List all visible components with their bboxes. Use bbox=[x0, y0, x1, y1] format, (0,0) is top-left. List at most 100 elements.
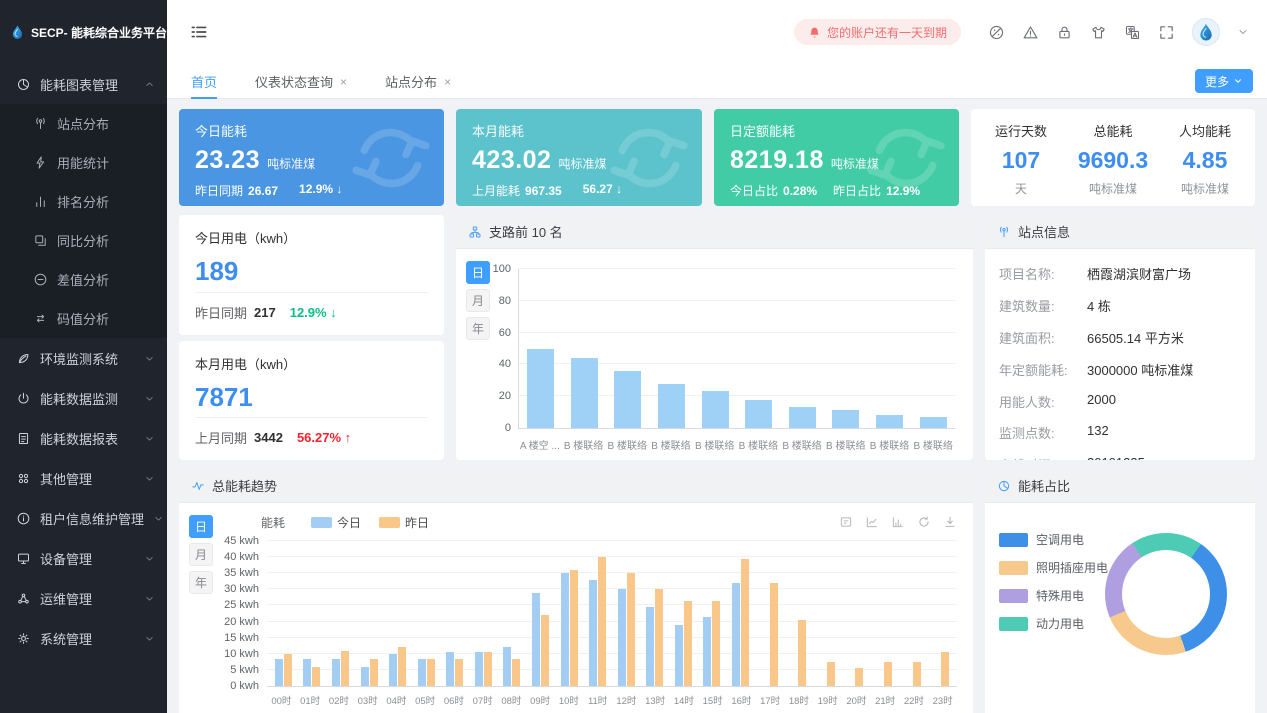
bar bbox=[703, 616, 712, 686]
bar-group bbox=[726, 541, 755, 686]
bar bbox=[732, 582, 741, 686]
usage-card: 本月用电（kwh） 7871 上月同期 3442 56.27% ↑ bbox=[179, 340, 444, 460]
y-axis-tick: 0 bbox=[504, 422, 511, 434]
collapse-sidebar-icon[interactable] bbox=[189, 22, 209, 42]
sidebar-subitem[interactable]: 用能统计 bbox=[0, 143, 167, 182]
y-axis-tick: 20 bbox=[498, 390, 511, 403]
bar bbox=[674, 624, 683, 686]
sidebar-item[interactable]: 能耗数据报表 bbox=[0, 418, 167, 458]
stat-cards-row: 今日能耗 23.23 吨标准煤 昨日同期 26.67 12.9% ↓ 本月能耗 423.02 吨… bbox=[179, 109, 1255, 206]
energy-share-panel: 能耗占比 空调用电 照明插座用电 特殊用电 动力用电 bbox=[985, 469, 1255, 713]
x-axis-label: 17时 bbox=[760, 696, 781, 707]
info-circle-icon bbox=[17, 512, 30, 524]
sidebar-item[interactable]: 租户信息维护管理 bbox=[0, 498, 167, 538]
sidebar-subitem[interactable]: 排名分析 bbox=[0, 182, 167, 221]
legend-item[interactable]: 今日 bbox=[311, 514, 361, 531]
site-info-row: 建筑面积: 66505.14 平方米 bbox=[985, 322, 1255, 354]
sidebar-item[interactable]: 运维管理 bbox=[0, 578, 167, 618]
site-info-row: 监测点数: 132 bbox=[985, 417, 1255, 449]
sidebar-item[interactable]: 系统管理 bbox=[0, 618, 167, 658]
bar-group bbox=[526, 541, 555, 686]
palette-icon[interactable] bbox=[988, 24, 1005, 41]
bar bbox=[331, 658, 340, 686]
bar bbox=[527, 348, 555, 428]
account-expiry-alert[interactable]: 您的账户还有一天到期 bbox=[793, 19, 961, 45]
fullscreen-icon[interactable] bbox=[1158, 24, 1175, 41]
bar bbox=[369, 658, 378, 686]
bar-slot bbox=[519, 269, 563, 428]
lock-icon[interactable] bbox=[1056, 24, 1073, 41]
chevron-down-icon bbox=[146, 436, 153, 440]
y-axis-tick: 35 kwh bbox=[224, 567, 259, 580]
more-button[interactable]: 更多 bbox=[1194, 69, 1253, 93]
stat-card-unit: 吨标准煤 bbox=[267, 157, 316, 171]
sidebar-item-label: 同比分析 bbox=[57, 234, 110, 249]
trend-toggle-年[interactable]: 年 bbox=[189, 571, 213, 594]
download-icon[interactable] bbox=[943, 515, 957, 529]
chevron-up-icon bbox=[146, 82, 153, 86]
sidebar-item[interactable]: 环境监测系统 bbox=[0, 338, 167, 378]
trend-plot: 0 kwh 5 kwh 10 kwh 15 kwh 20 kwh 25 kwh 30 kwh… bbox=[224, 535, 957, 692]
x-axis-label: 15时 bbox=[702, 696, 723, 707]
sidebar-item[interactable]: 能耗数据监测 bbox=[0, 378, 167, 418]
legend-item[interactable]: 照明插座用电 bbox=[999, 559, 1108, 576]
bar bbox=[912, 661, 921, 686]
sidebar-item[interactable]: 设备管理 bbox=[0, 538, 167, 578]
sidebar-subitem[interactable]: 码值分析 bbox=[0, 299, 167, 338]
chevron-down-icon[interactable] bbox=[1237, 26, 1249, 38]
sidebar-subitem[interactable]: 差值分析 bbox=[0, 260, 167, 299]
legend-item[interactable]: 空调用电 bbox=[999, 531, 1108, 548]
bar-chart-icon[interactable] bbox=[891, 515, 905, 529]
bar bbox=[560, 573, 569, 686]
tab[interactable]: 首页 bbox=[191, 64, 218, 99]
sidebar-subitem[interactable]: 站点分布 bbox=[0, 104, 167, 143]
user-avatar[interactable] bbox=[1192, 18, 1220, 46]
y-axis-tick: 30 kwh bbox=[224, 583, 259, 596]
summary-unit: 吨标准煤 bbox=[1180, 182, 1229, 196]
branch-toggle-日[interactable]: 日 bbox=[466, 261, 490, 284]
trend-toggle-月[interactable]: 月 bbox=[189, 543, 213, 566]
refresh-icon[interactable] bbox=[917, 515, 931, 529]
line-chart-icon[interactable] bbox=[865, 515, 879, 529]
x-axis-label: 10时 bbox=[558, 696, 579, 707]
top-header: 您的账户还有一天到期 bbox=[167, 0, 1267, 64]
bar-slot bbox=[824, 269, 868, 428]
y-axis-tick: 20 kwh bbox=[224, 615, 259, 628]
tab[interactable]: 站点分布 × bbox=[385, 64, 451, 99]
stat-card-footer-item: 56.27 ↓ bbox=[582, 182, 623, 196]
bar bbox=[483, 652, 492, 686]
bar-slot bbox=[737, 269, 781, 428]
stat-card-value-row: 8219.18 吨标准煤 bbox=[730, 146, 943, 175]
branch-toggle-年[interactable]: 年 bbox=[466, 317, 490, 340]
topbar-actions: 您的账户还有一天到期 bbox=[793, 18, 1249, 46]
legend-item[interactable]: 动力用电 bbox=[999, 615, 1108, 632]
sidebar-item-label: 运维管理 bbox=[40, 591, 93, 607]
bar bbox=[769, 582, 778, 686]
warning-triangle-icon[interactable] bbox=[1022, 24, 1039, 41]
y-axis-tick: 40 bbox=[498, 358, 511, 371]
antenna-icon bbox=[1000, 226, 1008, 237]
tab[interactable]: 仪表状态查询 × bbox=[255, 64, 347, 99]
tshirt-icon[interactable] bbox=[1090, 24, 1107, 41]
bar bbox=[826, 661, 835, 686]
sidebar-item[interactable]: 能耗图表管理 bbox=[0, 64, 167, 104]
usage-compare-label: 昨日同期 bbox=[195, 305, 248, 321]
legend-item[interactable]: 特殊用电 bbox=[999, 587, 1108, 604]
legend-swatch bbox=[311, 516, 333, 528]
trend-toggle-日[interactable]: 日 bbox=[189, 515, 213, 538]
x-axis-label: 05时 bbox=[415, 696, 436, 707]
tab-close-icon[interactable]: × bbox=[444, 74, 452, 89]
minus-circle-icon bbox=[34, 273, 47, 286]
tab-close-icon[interactable]: × bbox=[340, 74, 348, 89]
translate-icon[interactable] bbox=[1124, 24, 1141, 41]
sidebar-item[interactable]: 其他管理 bbox=[0, 458, 167, 498]
site-info-label: 项目名称: bbox=[999, 267, 1055, 283]
branch-toggle-月[interactable]: 月 bbox=[466, 289, 490, 312]
data-view-icon[interactable] bbox=[839, 515, 853, 529]
legend-swatch bbox=[999, 616, 1028, 631]
bar bbox=[598, 557, 607, 686]
site-info-row: 建筑数量: 4 栋 bbox=[985, 290, 1255, 322]
trend-panel-title: 总能耗趋势 bbox=[212, 479, 278, 494]
legend-item[interactable]: 昨日 bbox=[379, 514, 429, 531]
sidebar-subitem[interactable]: 同比分析 bbox=[0, 221, 167, 260]
